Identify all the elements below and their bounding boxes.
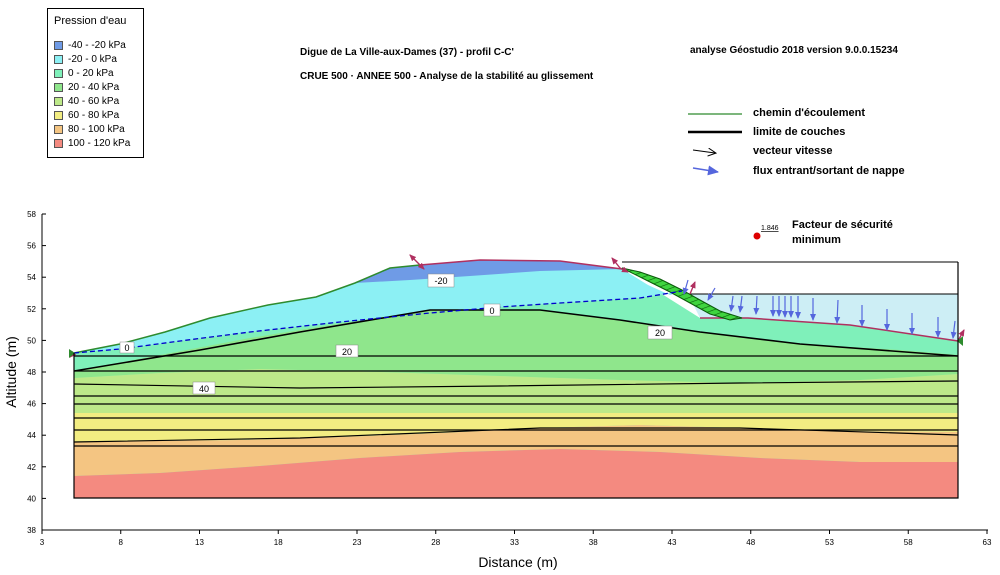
y-tick-label: 40 (27, 494, 36, 503)
y-tick-label: 58 (27, 210, 36, 219)
title-line-1: Digue de La Ville-aux-Dames (37) - profi… (300, 47, 514, 58)
zone-40-60 (74, 369, 958, 413)
legend-item: -40 - -20 kPa (54, 39, 126, 51)
section-outline (73, 262, 959, 499)
zone-20-40 (74, 310, 958, 383)
title-line-2: CRUE 500 · ANNEE 500 - Analyse de la sta… (300, 71, 594, 82)
x-tick-label: 28 (431, 538, 440, 547)
software-version: analyse Géostudio 2018 version 9.0.0.152… (690, 45, 898, 56)
contour-label: 0 (124, 343, 129, 353)
legend-label: 60 - 80 kPa (68, 109, 120, 121)
x-axis-ticks: 3 8 13 18 23 28 33 38 43 48 53 58 63 (40, 530, 992, 547)
contour-label: 0 (489, 306, 494, 316)
critical-slip-surface (621, 267, 743, 321)
legend-item: 100 - 120 kPa (54, 137, 130, 149)
contour-label: 20 (342, 347, 352, 357)
y-axis-ticks: 38 40 42 44 46 48 50 52 54 56 58 (27, 210, 46, 535)
x-tick-label: 48 (746, 538, 755, 547)
x-tick-label: 33 (510, 538, 519, 547)
pressure-legend: Pression d'eau -40 - -20 kPa -20 - 0 kPa… (47, 8, 144, 158)
key-water-flux: flux entrant/sortant de nappe (753, 165, 905, 177)
legend-label: 80 - 100 kPa (68, 123, 125, 135)
river-water (688, 294, 958, 341)
x-tick-label: 8 (119, 538, 124, 547)
legend-swatch (54, 110, 63, 120)
contour-labels: -20 0 20 20 0 40 (119, 273, 673, 395)
x-tick-label: 58 (904, 538, 913, 547)
y-tick-label: 42 (27, 463, 36, 472)
x-tick-label: 63 (983, 538, 992, 547)
y-tick-label: 54 (27, 273, 36, 282)
y-tick-label: 46 (27, 400, 36, 409)
layer-boundaries (73, 309, 959, 447)
right-boundary-marker (957, 336, 963, 346)
legend-item: 60 - 80 kPa (54, 109, 119, 121)
key-symbols (688, 113, 742, 176)
contour-label: 40 (199, 384, 209, 394)
legend-swatch (54, 54, 63, 64)
x-axis-label: Distance (m) (478, 554, 557, 570)
legend-swatch (54, 40, 63, 50)
left-boundary-marker (69, 349, 75, 358)
y-axis-label: Altitude (m) (3, 336, 19, 408)
x-tick-label: 23 (353, 538, 362, 547)
ground-surface (73, 264, 421, 354)
flux-arrows (682, 279, 957, 339)
zone-100-120 (74, 449, 958, 498)
key-layer-boundary: limite de couches (753, 126, 846, 138)
legend-item: 40 - 60 kPa (54, 95, 119, 107)
legend-label: -40 - -20 kPa (68, 39, 126, 51)
legend-label: 20 - 40 kPa (68, 81, 120, 93)
y-tick-label: 56 (27, 242, 36, 251)
x-tick-label: 13 (195, 538, 204, 547)
key-velocity-vector: vecteur vitesse (753, 145, 833, 157)
safety-factor-label-1: Facteur de sécurité (792, 219, 893, 231)
y-tick-label: 44 (27, 431, 36, 440)
y-tick-label: 38 (27, 526, 36, 535)
x-tick-label: 43 (668, 538, 677, 547)
safety-point (753, 232, 761, 240)
contour-label: 20 (655, 328, 665, 338)
x-tick-label: 53 (825, 538, 834, 547)
legend-swatch (54, 82, 63, 92)
legend-title: Pression d'eau (54, 15, 127, 27)
legend-swatch (54, 124, 63, 134)
y-tick-label: 50 (27, 336, 36, 345)
legend-swatch (54, 96, 63, 106)
phreatic-line (73, 290, 683, 354)
safety-factor-value: 1.846 (761, 225, 779, 232)
key-flow-path: chemin d'écoulement (753, 107, 866, 119)
legend-label: -20 - 0 kPa (68, 53, 117, 65)
x-tick-label: 3 (40, 538, 45, 547)
legend-item: 80 - 100 kPa (54, 123, 125, 135)
y-tick-label: 52 (27, 305, 36, 314)
legend-item: -20 - 0 kPa (54, 53, 117, 65)
legend-swatch (54, 138, 63, 148)
legend-label: 40 - 60 kPa (68, 95, 120, 107)
legend-label: 100 - 120 kPa (68, 137, 131, 149)
zone-80-100 (74, 425, 958, 476)
legend-swatch (54, 68, 63, 78)
zone-60-80 (74, 413, 958, 442)
zone-minus20-0 (74, 260, 682, 353)
contour-label: -20 (434, 276, 447, 286)
safety-factor-label-2: minimum (792, 234, 841, 246)
x-tick-label: 38 (589, 538, 598, 547)
key-velocity-arrow (692, 150, 715, 153)
x-tick-label: 18 (274, 538, 283, 547)
y-tick-label: 48 (27, 368, 36, 377)
legend-item: 0 - 20 kPa (54, 67, 114, 79)
legend-label: 0 - 20 kPa (68, 67, 114, 79)
legend-item: 20 - 40 kPa (54, 81, 119, 93)
key-flux-arrow (692, 165, 719, 176)
